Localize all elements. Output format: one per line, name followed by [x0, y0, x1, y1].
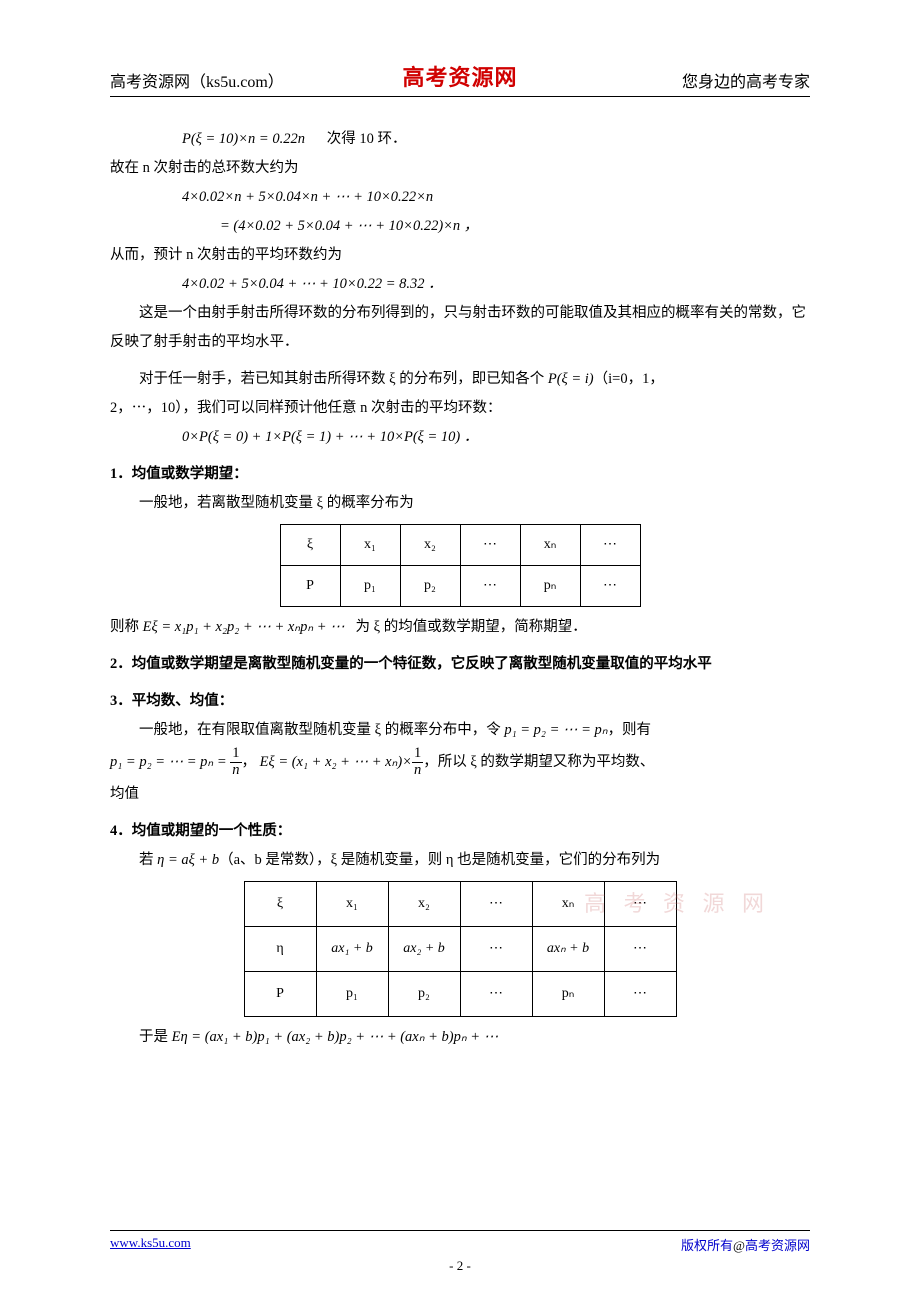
section-4-p1: 若 η = aξ + b（a、b 是常数），ξ 是随机变量，则 η 也是随机变量…	[110, 846, 810, 875]
math-inline: p₁ = p₂ = ⋯ = pₙ	[504, 722, 607, 738]
table-cell: ⋯	[604, 881, 676, 926]
table-row: η ax₁ + b ax₂ + b ⋯ axₙ + b ⋯	[244, 926, 676, 971]
table-cell: ⋯	[460, 926, 532, 971]
table-cell: ⋯	[460, 881, 532, 926]
para-intro-total: 故在 n 次射击的总环数大约为	[110, 154, 810, 183]
math-sum-1: 4×0.02×n + 5×0.04×n + ⋯ + 10×0.22×n	[110, 183, 810, 212]
para-avg-intro: 从而，预计 n 次射击的平均环数约为	[110, 241, 810, 270]
section-3-title: 3．平均数、均值：	[110, 687, 810, 716]
section-2-title: 2．均值或数学期望是离散型随机变量的一个特征数，它反映了离散型随机变量取值的平均…	[110, 650, 810, 679]
text-span: ，	[242, 754, 257, 770]
table-cell: pₙ	[532, 971, 604, 1016]
table-cell: x₁	[340, 525, 400, 566]
header-left-text: 高考资源网（ks5u.com）	[110, 68, 284, 92]
table-cell: ⋯	[580, 525, 640, 566]
table-cell: x₂	[400, 525, 460, 566]
math-inline: Eξ = (x₁ + x₂ + ⋯ + xₙ)×	[260, 754, 412, 770]
math-inline: η = aξ + b	[157, 852, 219, 868]
table-cell: ξ	[244, 881, 316, 926]
table-row: ξ x₁ x₂ ⋯ xₙ ⋯	[280, 525, 640, 566]
text-span: 高考资源网	[745, 1238, 810, 1253]
table-cell: p₂	[388, 971, 460, 1016]
text-span: （i=0，1，	[594, 371, 664, 387]
table-cell: p₂	[400, 566, 460, 607]
section-1-title: 1．均值或数学期望：	[110, 460, 810, 489]
fraction: 1n	[230, 746, 241, 779]
table-cell: xₙ	[520, 525, 580, 566]
text-span: 则称	[110, 619, 143, 635]
math-inline: Eξ = x₁p₁ + x₂p₂ + ⋯ + xₙpₙ + ⋯	[143, 619, 345, 635]
frac-den: n	[412, 763, 423, 779]
table-cell: P	[280, 566, 340, 607]
distribution-table-2: ξ x₁ x₂ ⋯ xₙ ⋯ η ax₁ + b ax₂ + b ⋯ axₙ +…	[244, 881, 677, 1017]
math-inline: P(ξ = i)	[548, 371, 594, 387]
math-inline: Eη = (ax₁ + b)p₁ + (ax₂ + b)p₂ + ⋯ + (ax…	[172, 1029, 499, 1045]
math-avg: 4×0.02 + 5×0.04 + ⋯ + 10×0.22 = 8.32 ．	[110, 270, 810, 299]
section-3-p1: 一般地，在有限取值离散型随机变量 ξ 的概率分布中，令 p₁ = p₂ = ⋯ …	[110, 716, 810, 745]
table-cell: xₙ	[532, 881, 604, 926]
text-span: 为 ξ 的均值或数学期望，简称期望．	[352, 619, 587, 635]
table-cell: P	[244, 971, 316, 1016]
section-3-p2: p₁ = p₂ = ⋯ = pₙ = 1n， Eξ = (x₁ + x₂ + ⋯…	[110, 745, 810, 780]
text-span: ，所以 ξ 的数学期望又称为平均数、	[423, 754, 654, 770]
math-general-exp: 0×P(ξ = 0) + 1×P(ξ = 1) + ⋯ + 10×P(ξ = 1…	[110, 423, 810, 452]
text-span: 于是	[139, 1029, 172, 1045]
table-cell: ⋯	[604, 926, 676, 971]
page-footer: www.ks5u.com 版权所有@高考资源网	[110, 1230, 810, 1254]
table-row: ξ x₁ x₂ ⋯ xₙ ⋯	[244, 881, 676, 926]
table-cell: ⋯	[460, 971, 532, 1016]
header-center-brand: 高考资源网	[402, 60, 517, 92]
text-span: 一般地，在有限取值离散型随机变量 ξ 的概率分布中，令	[139, 722, 504, 738]
frac-num: 1	[412, 746, 423, 763]
section-1-conclusion: 则称 Eξ = x₁p₁ + x₂p₂ + ⋯ + xₙpₙ + ⋯ 为 ξ 的…	[110, 613, 810, 642]
table-cell: x₁	[316, 881, 388, 926]
equation-line: P(ξ = 10)×n = 0.22n 次得 10 环．	[110, 125, 810, 154]
table-cell: ⋯	[460, 566, 520, 607]
table-cell: ax₂ + b	[388, 926, 460, 971]
para-any-shooter: 对于任一射手，若已知其射击所得环数 ξ 的分布列，即已知各个 P(ξ = i)（…	[110, 365, 810, 394]
table-cell: η	[244, 926, 316, 971]
section-4-conclusion: 于是 Eη = (ax₁ + b)p₁ + (ax₂ + b)p₂ + ⋯ + …	[110, 1023, 810, 1052]
text-after-math: 次得 10 环．	[327, 131, 407, 147]
section-1-text: 一般地，若离散型随机变量 ξ 的概率分布为	[110, 489, 810, 518]
table-row: P p₁ p₂ ⋯ pₙ ⋯	[280, 566, 640, 607]
fraction: 1n	[412, 746, 423, 779]
header-right-text: 您身边的高考专家	[682, 68, 810, 92]
table-cell: ⋯	[460, 525, 520, 566]
table-cell: x₂	[388, 881, 460, 926]
section-4-title: 4．均值或期望的一个性质：	[110, 817, 810, 846]
table-cell: ax₁ + b	[316, 926, 388, 971]
table-cell: pₙ	[520, 566, 580, 607]
footer-copyright: 版权所有@高考资源网	[681, 1235, 810, 1254]
table-row: P p₁ p₂ ⋯ pₙ ⋯	[244, 971, 676, 1016]
footer-url[interactable]: www.ks5u.com	[110, 1235, 191, 1254]
frac-den: n	[230, 763, 241, 779]
table-cell: axₙ + b	[532, 926, 604, 971]
text-span: 版权所有	[681, 1238, 733, 1253]
document-page: 高考资源网（ks5u.com） 您身边的高考专家 高考资源网 P(ξ = 10)…	[0, 0, 920, 1302]
page-number: - 2 -	[449, 1258, 471, 1274]
text-span: （a、b 是常数），ξ 是随机变量，则 η 也是随机变量，它们的分布列为	[219, 852, 660, 868]
document-body: P(ξ = 10)×n = 0.22n 次得 10 环． 故在 n 次射击的总环…	[110, 125, 810, 1052]
table-cell: ⋯	[580, 566, 640, 607]
math-sum-2: = (4×0.02 + 5×0.04 + ⋯ + 10×0.22)×n ，	[110, 212, 810, 241]
para-any-shooter-2: 2，⋯，10），我们可以同样预计他任意 n 次射击的平均环数：	[110, 394, 810, 423]
math-inline: p₁ = p₂ = ⋯ = pₙ =	[110, 754, 230, 770]
table-cell: p₁	[340, 566, 400, 607]
table-cell: ⋯	[604, 971, 676, 1016]
distribution-table-1: ξ x₁ x₂ ⋯ xₙ ⋯ P p₁ p₂ ⋯ pₙ ⋯	[280, 524, 641, 607]
table-cell: p₁	[316, 971, 388, 1016]
text-span: 若	[139, 852, 157, 868]
text-span: ，则有	[608, 722, 652, 738]
frac-num: 1	[230, 746, 241, 763]
para-explain-1: 这是一个由射手射击所得环数的分布列得到的，只与射击环数的可能取值及其相应的概率有…	[110, 299, 810, 357]
table-cell: ξ	[280, 525, 340, 566]
math-expr: P(ξ = 10)×n = 0.22n	[182, 131, 305, 147]
section-3-p3: 均值	[110, 780, 810, 809]
text-span: 对于任一射手，若已知其射击所得环数 ξ 的分布列，即已知各个	[139, 371, 548, 387]
at-symbol: @	[733, 1238, 745, 1253]
